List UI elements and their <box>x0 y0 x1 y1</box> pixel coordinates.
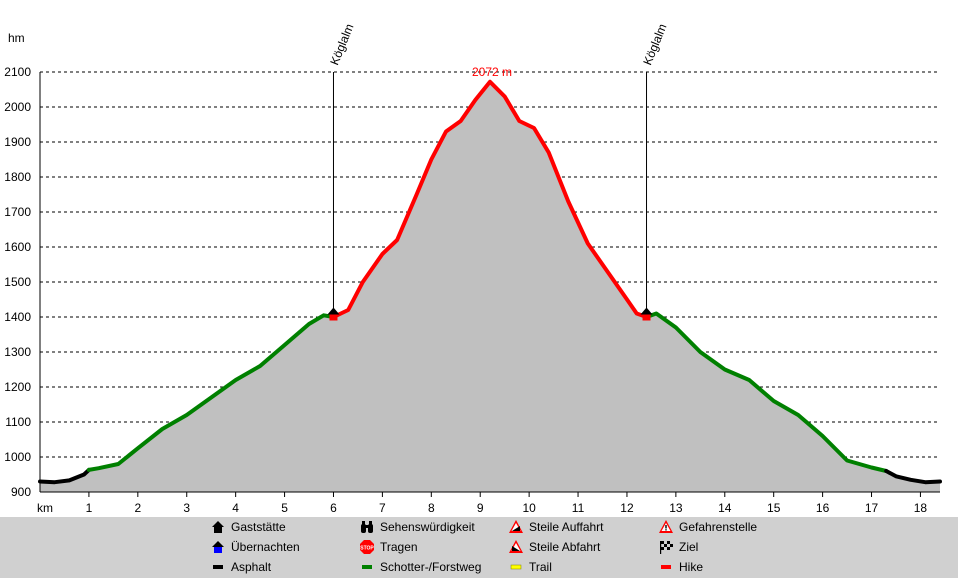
legend-label: Hike <box>679 560 704 574</box>
house-black-icon <box>327 307 340 315</box>
tick-labels: 900 1000 1100 1200 1300 1400 1500 1600 1700 1800 1… <box>4 65 927 515</box>
axes <box>39 72 940 497</box>
house-black-icon <box>211 520 225 534</box>
x-tick-label: 4 <box>232 501 239 515</box>
steep-down-icon <box>509 540 523 554</box>
y-tick-label: 900 <box>11 485 31 499</box>
steep-up-icon <box>509 520 523 534</box>
marker-base <box>642 314 651 321</box>
warning-icon <box>659 520 673 534</box>
x-tick-label: 12 <box>620 501 634 515</box>
surface-segment-schotter-forstweg <box>644 311 889 473</box>
line-red-icon <box>659 560 673 574</box>
legend-label: Sehenswürdigkeit <box>380 520 475 534</box>
x-tick-label: 1 <box>86 501 93 515</box>
y-tick-label: 1000 <box>4 450 31 464</box>
peak-label: 2072 m <box>472 65 512 79</box>
line-yellow-icon <box>509 560 523 574</box>
legend-item-asphalt: Asphalt <box>211 560 271 574</box>
house-blue-icon <box>211 540 225 554</box>
stop-sign-icon: STOP <box>360 540 374 554</box>
marker-label: Köglalm <box>640 22 669 67</box>
x-tick-label: 8 <box>428 501 435 515</box>
legend: Gaststätte Übernachten Asphalt Sehenswür… <box>0 517 958 578</box>
x-tick-label: 18 <box>914 501 928 515</box>
legend-item-tragen: STOP Tragen <box>360 540 418 554</box>
checkered-flag-icon <box>659 540 673 554</box>
y-tick-label: 1300 <box>4 345 31 359</box>
legend-item-sehenswuerdigkeit: Sehenswürdigkeit <box>360 520 475 534</box>
legend-label: Gaststätte <box>231 520 286 534</box>
y-tick-label: 1700 <box>4 205 31 219</box>
x-tick-label: 7 <box>379 501 386 515</box>
legend-label: Schotter-/Forstweg <box>380 560 482 574</box>
y-tick-label: 1900 <box>4 135 31 149</box>
legend-label: Trail <box>529 560 552 574</box>
house-black-icon <box>640 307 653 315</box>
x-tick-label: 16 <box>816 501 830 515</box>
x-tick-label: 11 <box>572 501 585 515</box>
x-tick-label: 15 <box>767 501 781 515</box>
y-tick-label: 2000 <box>4 100 31 114</box>
line-black-icon <box>211 560 225 574</box>
legend-item-steile-auffahrt: Steile Auffahrt <box>509 520 604 534</box>
legend-item-gaststaette: Gaststätte <box>211 520 286 534</box>
binoculars-icon <box>360 520 374 534</box>
elevation-area <box>40 81 940 493</box>
y-tick-label: 2100 <box>4 65 31 79</box>
x-tick-label: 9 <box>477 501 484 515</box>
legend-item-steile-abfahrt: Steile Abfahrt <box>509 540 600 554</box>
x-tick-label: 10 <box>522 501 536 515</box>
svg-text:STOP: STOP <box>360 546 374 552</box>
y-tick-label: 1100 <box>5 415 31 429</box>
legend-item-gefahrenstelle: Gefahrenstelle <box>659 520 757 534</box>
x-tick-label: 13 <box>669 501 683 515</box>
x-tick-label: 14 <box>718 501 732 515</box>
y-axis-label: hm <box>8 31 25 45</box>
legend-label: Asphalt <box>231 560 272 574</box>
x-tick-label: 5 <box>281 501 288 515</box>
x-tick-label: 17 <box>865 501 879 515</box>
y-tick-label: 1800 <box>4 170 31 184</box>
surface-segment-asphalt <box>38 467 91 485</box>
legend-label: Steile Auffahrt <box>529 520 604 534</box>
elevation-chart: 900 1000 1100 1200 1300 1400 1500 1600 1700 1800 1… <box>4 22 942 515</box>
surface-segment-asphalt <box>884 469 942 485</box>
surface-segments <box>38 79 942 485</box>
x-tick-label: 3 <box>183 501 190 515</box>
marker-base <box>329 314 338 321</box>
y-tick-label: 1600 <box>4 240 31 254</box>
legend-item-trail: Trail <box>509 560 552 574</box>
line-green-icon <box>360 560 374 574</box>
surface-segment-schotter-forstweg <box>86 313 336 472</box>
legend-item-uebernachten: Übernachten <box>211 540 300 554</box>
x-axis-label: km <box>37 501 53 515</box>
y-tick-label: 1500 <box>4 275 31 289</box>
x-tick-label: 2 <box>134 501 141 515</box>
legend-item-ziel: Ziel <box>659 540 698 554</box>
legend-label: Übernachten <box>231 540 300 554</box>
y-tick-label: 1200 <box>4 380 31 394</box>
marker-label: Köglalm <box>327 22 356 67</box>
legend-label: Ziel <box>679 540 699 554</box>
legend-item-hike: Hike <box>659 560 703 574</box>
legend-item-schotter: Schotter-/Forstweg <box>360 560 481 574</box>
x-tick-label: 6 <box>330 501 337 515</box>
legend-label: Tragen <box>380 540 418 554</box>
y-tick-label: 1400 <box>4 310 31 324</box>
legend-label: Steile Abfahrt <box>529 540 601 554</box>
surface-segment-hike <box>331 79 649 319</box>
legend-label: Gefahrenstelle <box>679 520 758 534</box>
